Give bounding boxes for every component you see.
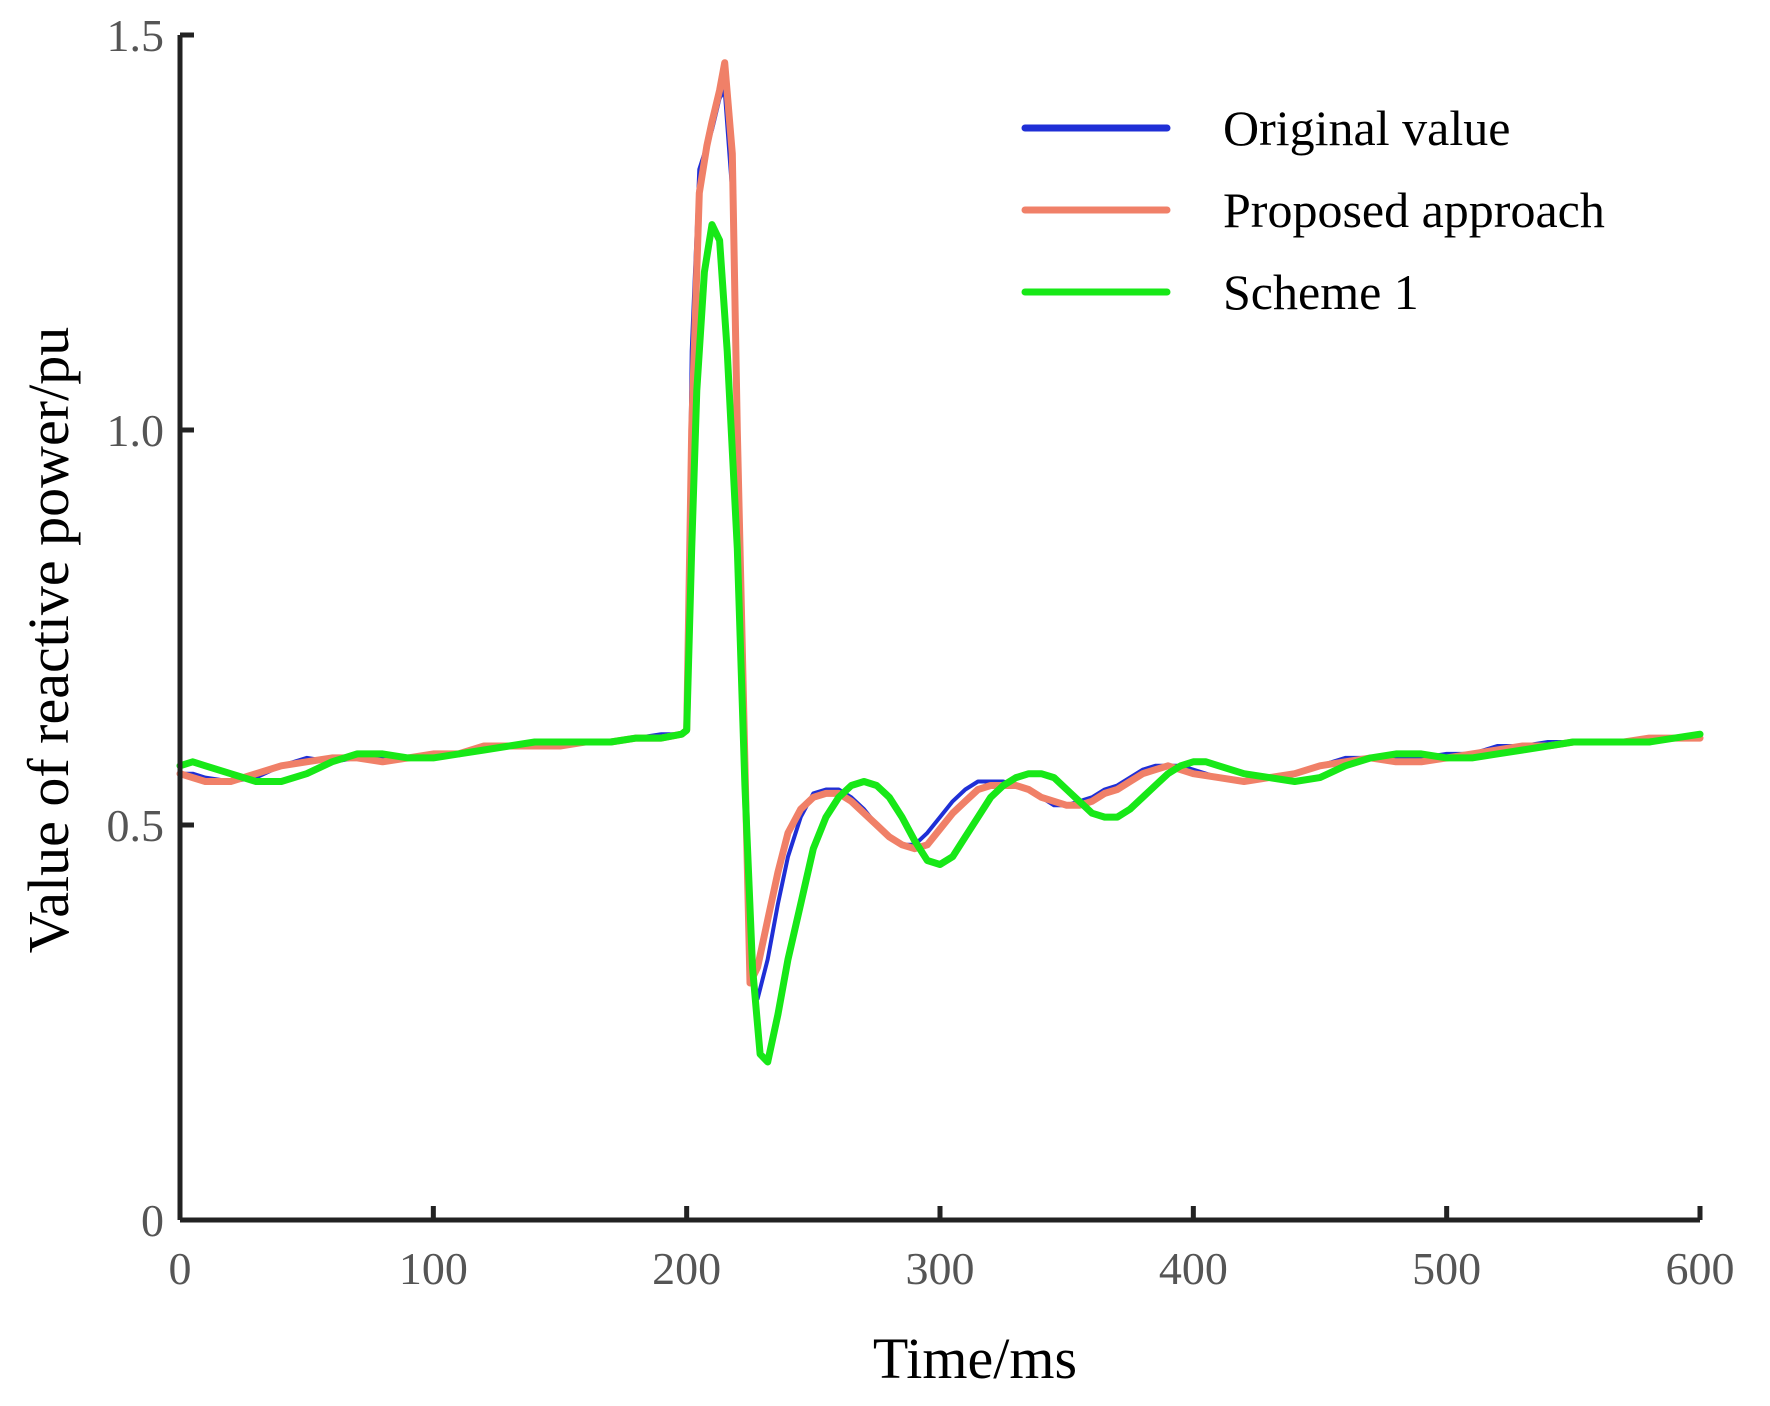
y-tick-label: 1.5 [107, 10, 165, 61]
x-tick-label: 400 [1159, 1243, 1228, 1294]
y-tick-label: 1.0 [107, 405, 165, 456]
legend-label-2: Proposed approach [1223, 182, 1605, 238]
legend-label-1: Original value [1223, 100, 1510, 156]
series-layer [176, 59, 1704, 1066]
x-tick-label: 500 [1412, 1243, 1481, 1294]
x-tick-label: 600 [1666, 1243, 1735, 1294]
y-tick-label: 0.5 [107, 800, 165, 851]
legend: Original value Proposed approach Scheme 1 [1021, 100, 1605, 320]
x-tick-label: 0 [169, 1243, 192, 1294]
x-tick-label: 200 [652, 1243, 721, 1294]
x-tick-label: 300 [906, 1243, 975, 1294]
x-axis-title: Time/ms [873, 1326, 1077, 1391]
y-axis-title: Value of reactive power/pu [16, 327, 81, 953]
legend-label-3: Scheme 1 [1223, 264, 1419, 320]
ticks-layer: 0 100 200 300 400 500 600 0 0.5 1.0 1.5 [107, 10, 1735, 1294]
x-tick-label: 100 [399, 1243, 468, 1294]
y-tick-label: 0 [141, 1195, 164, 1246]
series-line-3 [176, 221, 1704, 1066]
